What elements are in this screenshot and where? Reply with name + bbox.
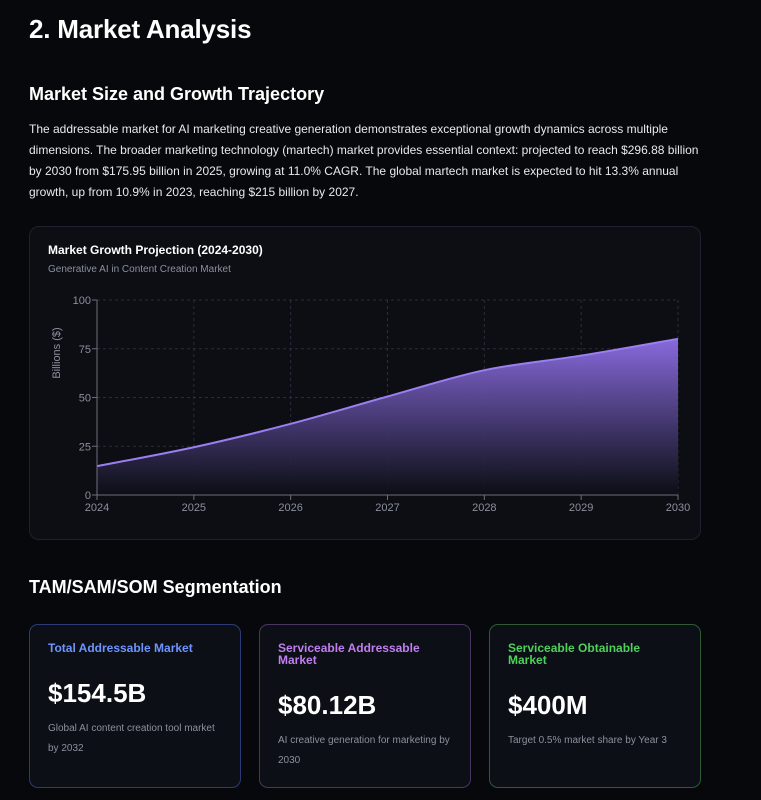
x-tick-label: 2027	[375, 502, 399, 514]
chart-subtitle: Generative AI in Content Creation Market	[48, 264, 231, 275]
sam-title: Serviceable Addressable Market	[278, 641, 420, 667]
x-tick-label: 2026	[278, 502, 302, 514]
som-title: Serviceable Obtainable Market	[508, 641, 641, 667]
x-tick-label: 2028	[472, 502, 496, 514]
growth-heading: Market Size and Growth Trajectory	[29, 84, 325, 104]
chart-axes: 0 25 50 75 100 2024 2025 2026 2027 2028 2029 2030	[73, 295, 691, 514]
som-description: Target 0.5% market share by Year 3	[508, 735, 667, 746]
x-tick-label: 2025	[182, 502, 206, 514]
sam-card: Serviceable Addressable Market $80.12B A…	[259, 624, 471, 788]
som-card: Serviceable Obtainable Market $400M Targ…	[489, 624, 701, 788]
y-tick-label: 100	[73, 295, 91, 307]
tam-value: $154.5B	[48, 678, 147, 708]
som-value: $400M	[508, 690, 588, 720]
sam-value: $80.12B	[278, 690, 377, 720]
series-line	[96, 337, 679, 468]
sam-description: AI creative generation for marketing by …	[278, 735, 450, 766]
y-tick-label: 25	[79, 441, 91, 453]
x-tick-label: 2030	[666, 502, 690, 514]
chart-title: Market Growth Projection (2024-2030)	[48, 243, 263, 257]
segmentation-heading: TAM/SAM/SOM Segmentation	[29, 577, 282, 597]
x-tick-label: 2024	[85, 502, 109, 514]
series-area	[97, 338, 678, 495]
growth-paragraph: The addressable market for AI marketing …	[29, 122, 699, 199]
x-tick-label: 2029	[569, 502, 593, 514]
growth-chart: 0 25 50 75 100 2024 2025 2026 2027 2028 2029 2030 B…	[51, 295, 691, 514]
tam-card: Total Addressable Market $154.5B Global …	[29, 624, 241, 788]
tam-description: Global AI content creation tool market b…	[48, 723, 215, 754]
y-tick-label: 0	[85, 490, 91, 502]
y-tick-label: 75	[79, 344, 91, 356]
tam-title: Total Addressable Market	[48, 641, 193, 655]
y-axis-label: Billions ($)	[51, 327, 63, 378]
y-tick-label: 50	[79, 393, 91, 405]
chart-card: 0 25 50 75 100 2024 2025 2026 2027 2028 2029 2030 B…	[29, 226, 701, 540]
page-title: 2. Market Analysis	[29, 14, 252, 44]
